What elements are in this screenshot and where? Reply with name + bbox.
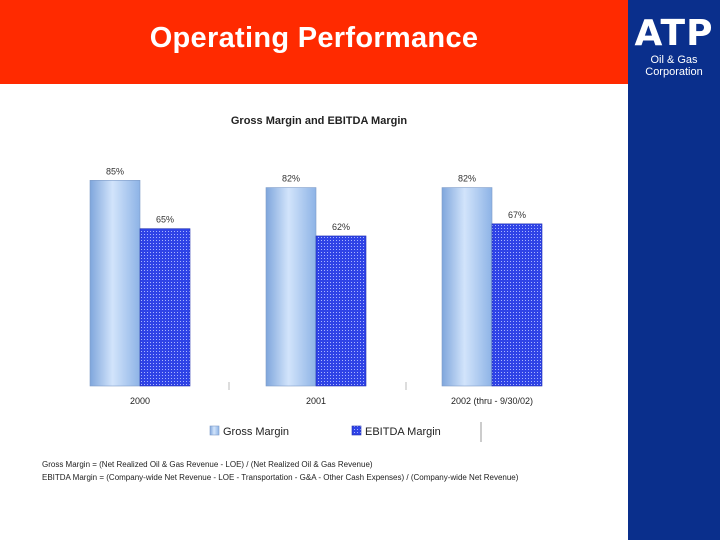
company-logo: ATP: [634, 13, 714, 54]
x-tick-label-1: 2001: [306, 396, 326, 406]
data-label-ebitda-margin-1: 62%: [332, 222, 350, 232]
page-title: Operating Performance: [149, 22, 479, 54]
footnote-gross-margin: Gross Margin = (Net Realized Oil & Gas R…: [42, 460, 373, 469]
footnotes: Gross Margin = (Net Realized Oil & Gas R…: [42, 458, 622, 484]
chart-legend: Gross Margin EBITDA Margin: [209, 422, 482, 442]
chart-x-tick-labels: 2000 2001 2002 (thru - 9/30/02): [130, 382, 533, 406]
data-label-gross-margin-0: 85%: [106, 166, 124, 176]
logo-subtitle-line1: Oil & Gas: [650, 54, 698, 66]
data-label-ebitda-margin-2: 67%: [508, 210, 526, 220]
header-bar: [0, 0, 628, 84]
company-logo-subtitle: Oil & Gas Corporation: [628, 54, 720, 78]
footnote-ebitda-margin: EBITDA Margin = (Company-wide Net Revenu…: [42, 473, 519, 482]
data-label-gross-margin-1: 82%: [282, 174, 300, 184]
data-label-gross-margin-2: 82%: [458, 174, 476, 184]
legend-swatch-gross-margin: [209, 425, 220, 436]
margin-bar-chart: Gross Margin and EBITDA Margin 85% 65% 82%…: [89, 115, 543, 442]
bar-ebitda-margin-1: [315, 235, 367, 387]
logo-subtitle-line2: Corporation: [645, 66, 703, 78]
bar-ebitda-margin-0: [139, 228, 191, 387]
sidebar-brand-panel: [628, 0, 720, 540]
legend-swatch-ebitda-margin: [351, 425, 362, 436]
x-tick-label-2: 2002 (thru - 9/30/02): [451, 396, 533, 406]
bar-gross-margin-1: [265, 187, 317, 387]
legend-label-gross-margin: Gross Margin: [223, 426, 289, 438]
x-tick-label-0: 2000: [130, 396, 150, 406]
legend-label-ebitda-margin: EBITDA Margin: [365, 426, 441, 438]
bar-gross-margin-0: [89, 180, 141, 387]
chart-title: Gross Margin and EBITDA Margin: [231, 115, 408, 127]
bar-gross-margin-2: [441, 187, 493, 387]
chart-bars: 85% 65% 82% 62% 82% 67%: [89, 166, 543, 387]
chart-container: Gross Margin and EBITDA Margin 85% 65% 82%…: [0, 84, 628, 454]
data-label-ebitda-margin-0: 65%: [156, 215, 174, 225]
bar-ebitda-margin-2: [491, 223, 543, 387]
